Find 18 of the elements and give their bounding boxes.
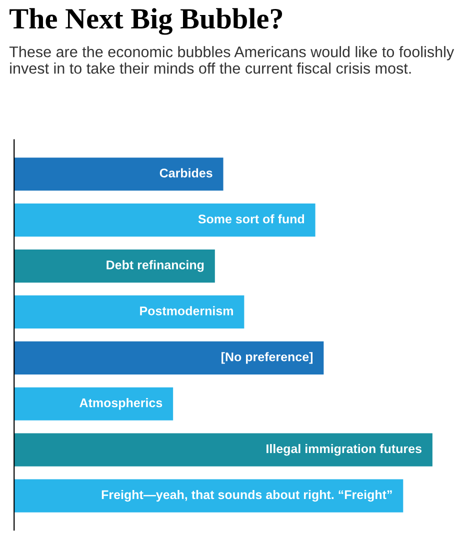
- y-tick-label: Freight—yeah, that sounds about right. “Freight”: [102, 490, 392, 502]
- bar: [14, 158, 224, 191]
- y-tick-label: Atmospherics: [80, 398, 162, 410]
- y-tick-label: [No preference]: [222, 352, 313, 364]
- bar: [14, 433, 432, 466]
- chart-subtitle: These are the economic bubbles Americans would like to foolishly invest in to take their minds off the current fiscal crisis most.: [9, 46, 454, 74]
- bar: [14, 387, 174, 420]
- bar: [14, 249, 215, 283]
- bar: [14, 479, 404, 512]
- chart-title: The Next Big Bubble?: [10, 8, 282, 35]
- y-tick-label: Illegal immigration futures: [266, 444, 422, 456]
- bar: [14, 204, 316, 237]
- bar: [14, 295, 244, 329]
- y-tick-label: Carbides: [160, 168, 212, 178]
- y-tick-label: Some sort of fund: [198, 214, 304, 224]
- bar: [14, 341, 324, 374]
- y-tick-label: Debt refinancing: [106, 260, 204, 272]
- y-tick-label: Postmodernism: [140, 306, 233, 316]
